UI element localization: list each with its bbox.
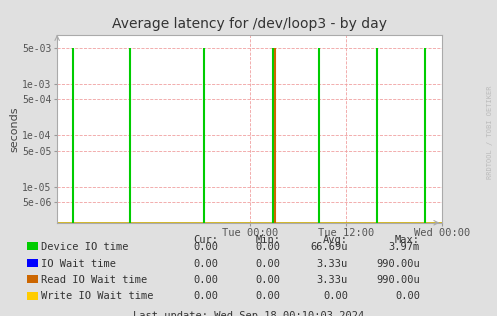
Y-axis label: seconds: seconds [9, 106, 19, 151]
Text: Device IO time: Device IO time [41, 242, 128, 252]
Text: 3.33u: 3.33u [317, 258, 348, 269]
Text: 990.00u: 990.00u [376, 275, 420, 285]
Text: 66.69u: 66.69u [311, 242, 348, 252]
Text: 0.00: 0.00 [194, 242, 219, 252]
Title: Average latency for /dev/loop3 - by day: Average latency for /dev/loop3 - by day [112, 17, 387, 31]
Text: RRDTOOL / TOBI OETIKER: RRDTOOL / TOBI OETIKER [487, 86, 493, 179]
Text: 0.00: 0.00 [194, 258, 219, 269]
Text: 3.33u: 3.33u [317, 275, 348, 285]
Text: Read IO Wait time: Read IO Wait time [41, 275, 147, 285]
Text: Write IO Wait time: Write IO Wait time [41, 291, 153, 301]
Text: 0.00: 0.00 [323, 291, 348, 301]
Text: Min:: Min: [256, 235, 281, 246]
Text: 990.00u: 990.00u [376, 258, 420, 269]
Text: 0.00: 0.00 [194, 275, 219, 285]
Text: Avg:: Avg: [323, 235, 348, 246]
Text: 3.97m: 3.97m [389, 242, 420, 252]
Text: 0.00: 0.00 [256, 242, 281, 252]
Text: 0.00: 0.00 [395, 291, 420, 301]
Text: 0.00: 0.00 [256, 291, 281, 301]
Text: Max:: Max: [395, 235, 420, 246]
Text: 0.00: 0.00 [256, 258, 281, 269]
Text: Cur:: Cur: [194, 235, 219, 246]
Text: 0.00: 0.00 [194, 291, 219, 301]
Text: IO Wait time: IO Wait time [41, 258, 116, 269]
Text: 0.00: 0.00 [256, 275, 281, 285]
Text: Last update: Wed Sep 18 00:10:03 2024: Last update: Wed Sep 18 00:10:03 2024 [133, 311, 364, 316]
